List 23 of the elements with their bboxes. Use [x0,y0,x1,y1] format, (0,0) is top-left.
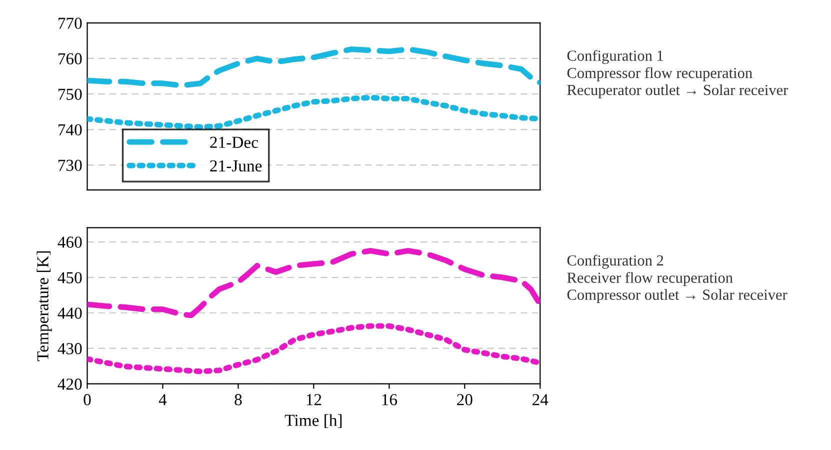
y-axis-title: Temperature [K] [36,251,52,362]
x-tick-label: 0 [84,394,91,406]
y-tick-label: 430 [58,343,82,354]
y-tick-label: 460 [58,236,82,248]
x-axis-title: Time [h] [284,414,342,428]
x-tick-label: 8 [234,394,242,406]
text: Configuration 1 Compressor flow recuperation Recuperator outlet → Solar receiver [567,50,788,98]
y-tick-label: 760 [58,53,82,64]
x-tick-label: 16 [382,394,398,406]
legend-label: 21-Dec [210,136,258,148]
x-tick-label: 24 [532,394,548,406]
text: Configuration 2 Receiver flow recuperation Compressor outlet → Solar receiver [567,254,788,304]
legend-label: 21-June [210,160,262,172]
x-tick-label: 12 [306,394,322,406]
x-tick-label: 20 [457,394,472,406]
x-tick-label: 4 [158,394,167,406]
y-tick-label: 770 [58,18,82,29]
y-tick-label: 450 [58,272,82,284]
y-tick-label: 740 [58,124,82,136]
y-tick-label: 750 [58,88,82,100]
y-tick-label: 730 [58,160,82,171]
y-tick-label: 440 [58,308,82,319]
y-tick-label: 420 [58,378,82,390]
